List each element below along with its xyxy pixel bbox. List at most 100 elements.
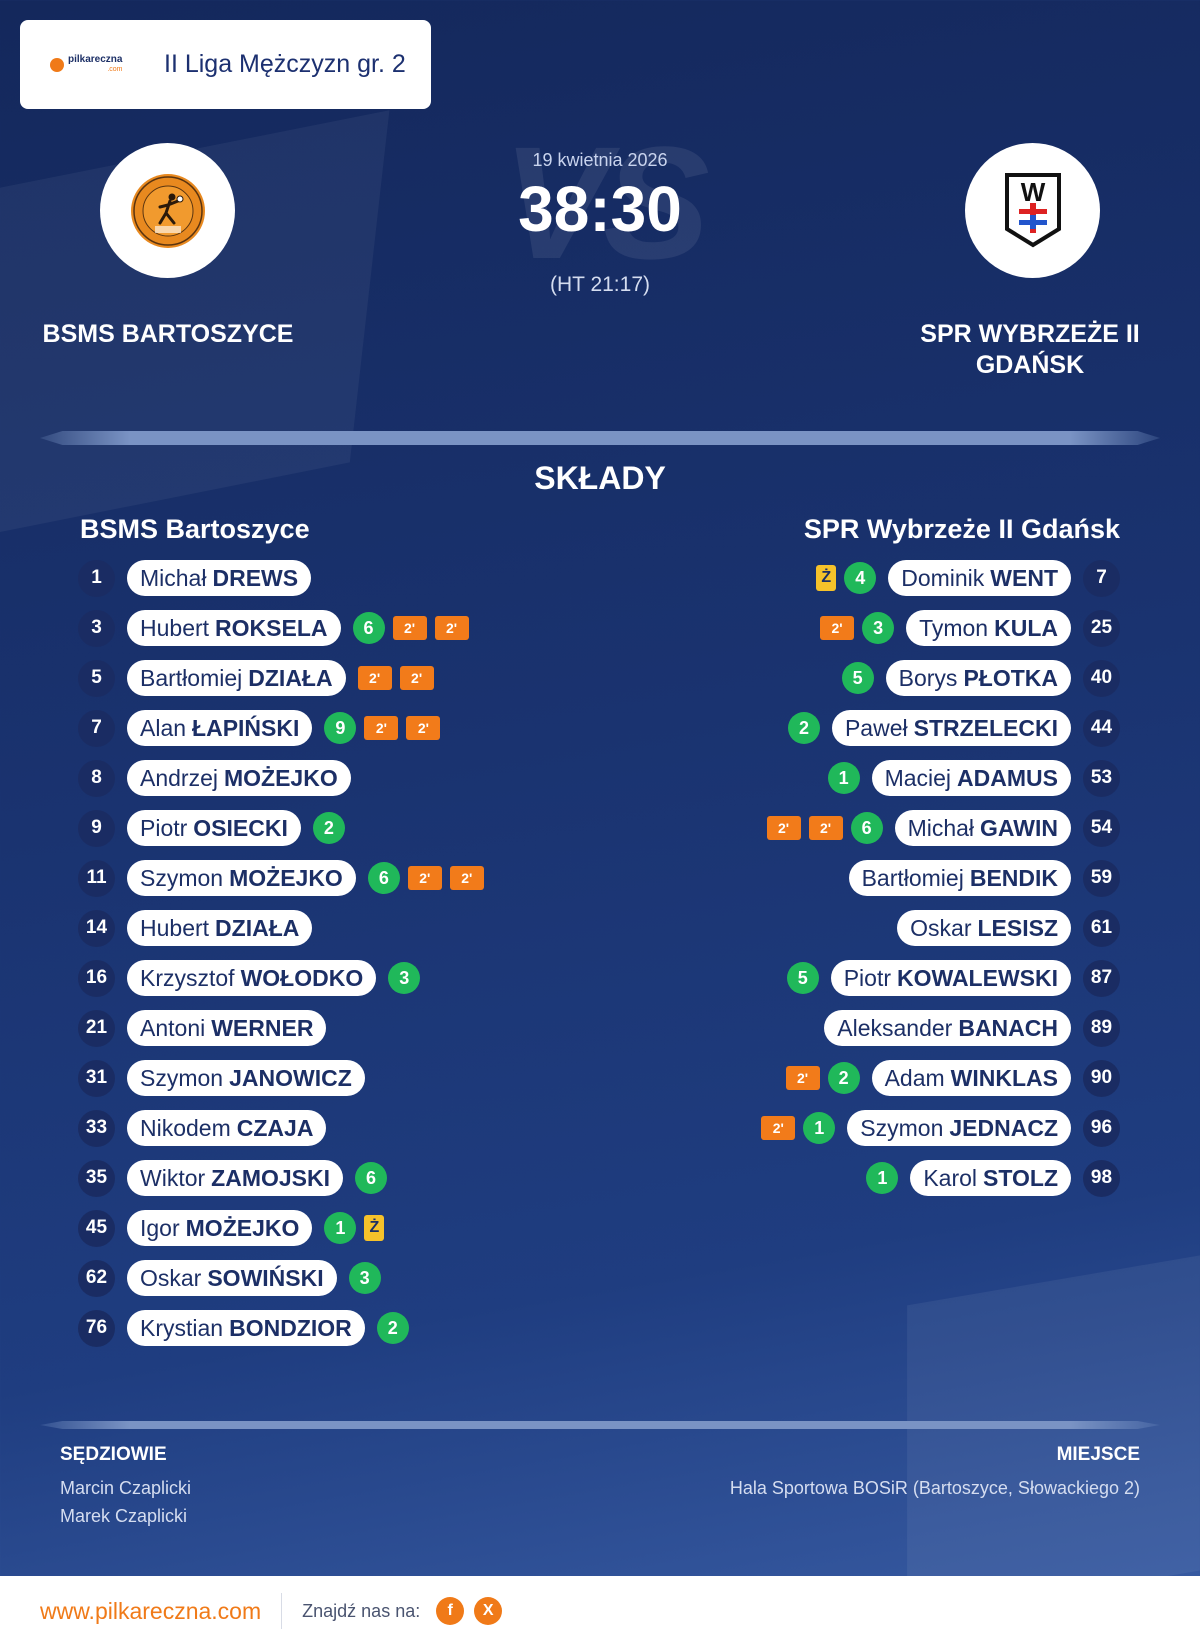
player-first-name: Hubert <box>140 914 210 941</box>
player-stats: 9 2' 2' <box>324 712 448 744</box>
player-number: 87 <box>1083 959 1120 997</box>
yellow-card-badge: Ż <box>816 565 837 591</box>
player-stats: 3 2' <box>812 612 895 644</box>
player-stats: 3 <box>388 962 428 994</box>
venue-section: MIEJSCE Hala Sportowa BOSiR (Bartoszyce,… <box>730 1444 1140 1502</box>
player-row: 1 Michał DREWS <box>78 559 492 597</box>
player-number: 62 <box>78 1259 115 1297</box>
player-row: 16 Krzysztof WOŁODKO 3 <box>78 959 492 997</box>
league-header: pilkareczna .com II Liga Mężczyzn gr. 2 <box>20 20 431 109</box>
player-name: Oskar LESISZ <box>897 910 1071 946</box>
suspension-badge: 2' <box>392 616 427 640</box>
player-last-name: ADAMUS <box>957 764 1058 791</box>
website-link[interactable]: www.pilkareczna.com <box>40 1597 262 1624</box>
player-number: 5 <box>78 659 115 697</box>
player-number: 9 <box>78 809 115 847</box>
player-row: 76 Krystian BONDZIOR 2 <box>78 1309 492 1347</box>
player-number: 33 <box>78 1109 115 1147</box>
player-row: 33 Nikodem CZAJA <box>78 1109 492 1147</box>
player-name: Michał DREWS <box>127 560 312 596</box>
player-first-name: Maciej <box>884 764 952 791</box>
player-name: Szymon JANOWICZ <box>127 1060 365 1096</box>
league-name: II Liga Mężczyzn gr. 2 <box>164 50 406 78</box>
player-name: Piotr OSIECKI <box>127 810 301 846</box>
player-first-name: Wiktor <box>140 1164 206 1191</box>
player-last-name: WOŁODKO <box>240 964 364 991</box>
suspension-badge: 2' <box>357 666 392 690</box>
player-row: 61 Oskar LESISZ <box>753 909 1120 947</box>
player-number: 35 <box>78 1159 115 1197</box>
goals-badge: 5 <box>841 662 874 694</box>
player-row: 44 Paweł STRZELECKI 2 <box>753 709 1120 747</box>
yellow-card-badge: Ż <box>364 1215 385 1241</box>
player-stats: 6 2' 2' <box>367 862 492 894</box>
player-last-name: JEDNACZ <box>949 1114 1058 1141</box>
facebook-icon[interactable]: f <box>436 1597 465 1625</box>
player-last-name: WINKLAS <box>950 1064 1058 1091</box>
x-icon[interactable]: X <box>474 1597 503 1625</box>
player-first-name: Szymon <box>140 864 224 891</box>
player-name: Borys PŁOTKA <box>885 660 1071 696</box>
suspension-badge: 2' <box>820 616 855 640</box>
suspension-badge: 2' <box>364 716 399 740</box>
player-first-name: Tymon <box>919 614 989 641</box>
officials-label: SĘDZIOWIE <box>60 1444 167 1465</box>
player-name: Igor MOŻEJKO <box>127 1210 313 1246</box>
background-shape <box>907 1239 1200 1621</box>
player-name: Szymon JEDNACZ <box>847 1110 1071 1146</box>
away-team-crest: W <box>965 143 1100 278</box>
player-last-name: DREWS <box>212 564 299 591</box>
player-name: Alan ŁAPIŃSKI <box>127 710 313 746</box>
player-row: 9 Piotr OSIECKI 2 <box>78 809 492 847</box>
player-number: 7 <box>78 709 115 747</box>
player-name: Bartłomiej BENDIK <box>848 860 1071 896</box>
player-number: 90 <box>1083 1059 1120 1097</box>
goals-badge: 4 <box>844 562 877 594</box>
player-first-name: Piotr <box>843 964 891 991</box>
player-first-name: Adam <box>884 1064 945 1091</box>
player-number: 3 <box>78 609 115 647</box>
player-first-name: Oskar <box>910 914 972 941</box>
player-number: 7 <box>1083 559 1120 597</box>
player-last-name: PŁOTKA <box>963 664 1058 691</box>
player-first-name: Paweł <box>844 714 908 741</box>
match-date: 19 kwietnia 2026 <box>532 150 668 170</box>
player-first-name: Dominik <box>901 564 985 591</box>
player-row: 5 Bartłomiej DZIAŁA 2' 2' <box>78 659 492 697</box>
goals-badge: 3 <box>862 612 895 644</box>
player-name: Dominik WENT <box>888 560 1071 596</box>
player-number: 1 <box>78 559 115 597</box>
player-first-name: Alan <box>140 714 187 741</box>
player-stats: 6 2' 2' <box>352 612 477 644</box>
player-last-name: ŁAPIŃSKI <box>192 714 300 741</box>
player-row: 31 Szymon JANOWICZ <box>78 1059 492 1097</box>
goals-badge: 5 <box>786 962 819 994</box>
player-name: Tymon KULA <box>906 610 1071 646</box>
player-row: 96 Szymon JEDNACZ 1 2' <box>753 1109 1120 1147</box>
player-row: 90 Adam WINKLAS 2 2' <box>753 1059 1120 1097</box>
goals-badge: 6 <box>850 812 883 844</box>
suspension-badge: 2' <box>808 816 843 840</box>
player-row: 45 Igor MOŻEJKO 1 Ż <box>78 1209 492 1247</box>
halftime-score: (HT 21:17) <box>550 273 650 296</box>
player-name: Szymon MOŻEJKO <box>127 860 356 896</box>
player-number: 61 <box>1083 909 1120 947</box>
player-first-name: Krzysztof <box>140 964 235 991</box>
player-stats: 5 <box>779 962 819 994</box>
wybrzeze-crest-icon: W <box>1004 172 1061 247</box>
player-first-name: Hubert <box>140 614 210 641</box>
player-last-name: MOŻEJKO <box>229 864 343 891</box>
goals-badge: 1 <box>324 1212 357 1244</box>
divider <box>40 431 1160 445</box>
player-last-name: MOŻEJKO <box>185 1214 300 1241</box>
goals-badge: 3 <box>348 1262 381 1294</box>
bsms-crest-icon <box>130 173 205 248</box>
divider <box>40 1421 1160 1429</box>
player-last-name: MOŻEJKO <box>223 764 338 791</box>
player-first-name: Nikodem <box>140 1114 231 1141</box>
player-last-name: JANOWICZ <box>229 1064 352 1091</box>
player-last-name: CZAJA <box>236 1114 314 1141</box>
player-first-name: Aleksander <box>837 1014 953 1041</box>
